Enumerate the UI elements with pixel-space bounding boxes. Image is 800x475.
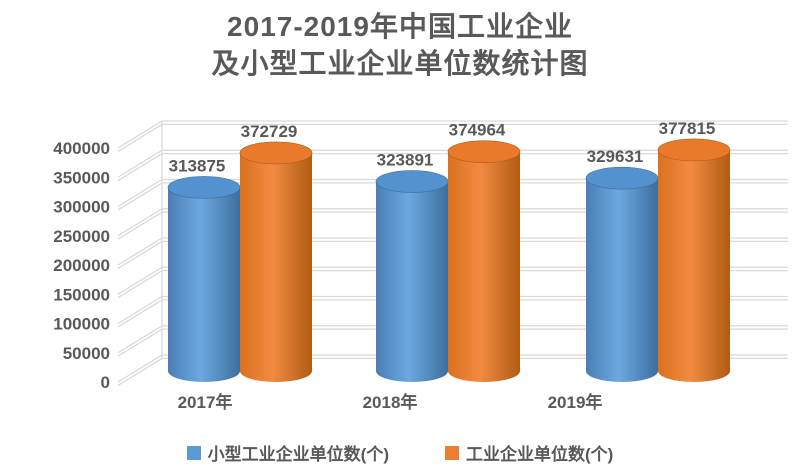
chart-title-line1: 2017-2019年中国工业企业	[227, 11, 573, 42]
cylinder-bar	[658, 149, 730, 382]
y-tick-label: 200000	[53, 256, 110, 275]
cylinder-top	[167, 176, 241, 199]
value-label: 323891	[377, 151, 434, 170]
value-label: 313875	[169, 156, 226, 175]
y-tick-label: 0	[101, 373, 110, 392]
cylinder-bar	[168, 187, 240, 382]
cylinder-bar	[586, 178, 658, 382]
gridline-depth-segment	[117, 295, 163, 325]
gridline-depth-segment	[117, 208, 163, 237]
gridline-depth-segment	[117, 240, 163, 269]
legend: 小型工业企业单位数(个) 工业企业单位数(个)	[0, 440, 800, 465]
y-tick-label: 150000	[53, 285, 110, 304]
legend-item: 工业企业单位数(个)	[445, 440, 613, 465]
cylinder-bar	[240, 152, 312, 382]
gridline-depth-segment	[117, 354, 163, 383]
gridline-depth-segment	[117, 149, 163, 178]
gridline-depth-segment	[117, 211, 163, 240]
legend-swatch	[445, 445, 459, 460]
y-tick-label: 50000	[63, 344, 110, 363]
gridline-depth-segment	[117, 178, 163, 208]
gridline-depth-segment	[117, 123, 163, 152]
legend-item: 小型工业企业单位数(个)	[186, 440, 389, 465]
cylinder-top	[585, 166, 659, 190]
gridline-depth-segment	[117, 270, 163, 299]
cylinder-top	[239, 141, 313, 165]
y-tick-label: 100000	[53, 315, 110, 334]
gridline-depth-segment	[117, 325, 163, 354]
y-tick-label: 350000	[53, 168, 110, 187]
gridline-depth-segment	[117, 299, 163, 328]
value-label: 329631	[587, 147, 644, 166]
legend-swatch	[186, 445, 201, 460]
gridline-depth-segment	[117, 153, 163, 182]
x-tick-label: 2019年	[548, 392, 603, 412]
cylinder-bar	[376, 181, 448, 382]
cylinder-top	[447, 140, 521, 163]
value-label: 372729	[241, 122, 298, 141]
value-label: 377815	[659, 119, 716, 138]
x-tick-label: 2018年	[363, 392, 418, 412]
legend-label: 工业企业单位数(个)	[466, 445, 614, 464]
gridline-depth-segment	[117, 328, 163, 357]
y-tick-label: 300000	[53, 198, 110, 217]
gridline-depth-segment	[117, 266, 163, 295]
value-label: 374964	[449, 121, 506, 140]
chart-title-line2: 及小型工业企业单位数统计图	[211, 48, 589, 79]
legend-label: 小型工业企业单位数(个)	[207, 445, 389, 464]
gridline-depth-segment	[117, 182, 163, 211]
cylinder-top	[657, 138, 731, 162]
y-tick-label: 250000	[53, 227, 110, 246]
gridline-depth-segment	[117, 120, 163, 149]
y-tick-label: 400000	[53, 139, 110, 158]
cylinder-bar	[448, 151, 520, 382]
x-tick-label: 2017年	[178, 392, 233, 412]
gridline-depth-segment	[117, 237, 163, 266]
chart-title: 2017-2019年中国工业企业 及小型工业企业单位数统计图	[0, 8, 800, 82]
gridline-depth-segment	[117, 357, 163, 386]
cylinder-top	[375, 170, 449, 193]
